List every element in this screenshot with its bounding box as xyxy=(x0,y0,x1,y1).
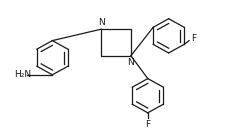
Text: N: N xyxy=(127,58,134,67)
Text: N: N xyxy=(97,18,104,27)
Text: F: F xyxy=(145,120,150,129)
Text: H₂N: H₂N xyxy=(15,70,32,79)
Text: F: F xyxy=(190,34,195,43)
